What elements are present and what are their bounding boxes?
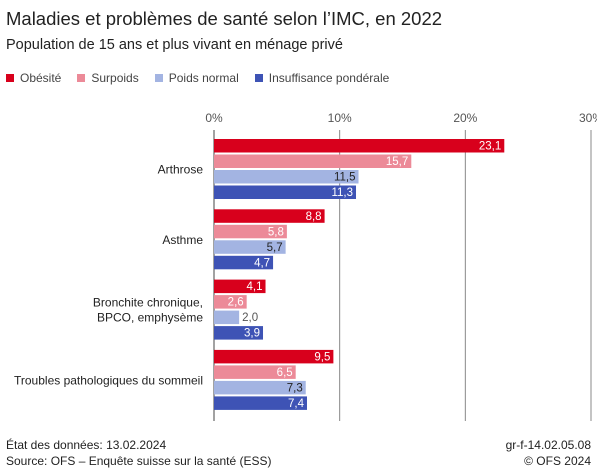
bar [214,139,505,153]
data-label: 23,1 [479,141,501,153]
data-label: 4,7 [254,257,270,269]
legend-label: Poids normal [168,71,239,85]
category-label: Arthrose [158,163,204,177]
data-date: État des données: 13.02.2024 [6,438,167,452]
bar [214,224,287,239]
legend-swatch [77,74,86,82]
data-label: 5,7 [267,242,283,254]
data-label: 7,3 [287,382,303,394]
category-label: Troubles pathologiques du sommeil [14,373,203,387]
category-label: Asthme [162,233,203,247]
legend-swatch [154,74,163,82]
footer-right: gr-f-14.02.05.08 © OFS 2024 [506,437,591,469]
bar [214,209,325,223]
bar [214,185,357,199]
data-label: 3,9 [244,328,260,340]
data-label: 9,5 [314,351,330,363]
chart-title: Maladies et problèmes de santé selon l’I… [6,8,443,29]
data-label: 2,0 [242,312,258,324]
chart-subtitle: Population de 15 ans et plus vivant en m… [6,37,343,53]
legend-swatch [254,74,263,82]
data-label: 8,8 [306,211,322,223]
bar [214,349,334,364]
bar [214,240,286,254]
bar [214,295,247,309]
bar [214,255,274,270]
legend-label: Obésité [20,71,62,85]
data-label: 11,5 [334,172,356,184]
data-source: Source: OFS – Enquête suisse sur la sant… [6,454,272,468]
footer-left: État des données: 13.02.2024 Source: OFS… [6,437,271,469]
bar [214,154,412,168]
data-label: 11,3 [331,187,353,199]
legend-label: Surpoids [91,71,139,85]
legend-item: Insuffisance pondérale [254,71,390,85]
data-label: 15,7 [386,156,408,168]
bar [214,380,306,395]
bar [214,310,240,325]
data-label: 2,6 [228,297,244,309]
bar [214,396,307,410]
copyright: © OFS 2024 [524,454,591,468]
category-label: BPCO, emphysème [97,311,203,325]
chart-code: gr-f-14.02.05.08 [505,438,591,452]
data-label: 5,8 [268,226,284,238]
legend-item: Obésité [6,71,61,85]
bar [214,170,359,184]
bar [214,365,296,379]
data-label: 6,5 [277,367,293,379]
legend: Obésité Surpoids Poids normal Insuffisance … [6,71,389,85]
x-tick-label: 30% [579,111,597,125]
bar [214,279,266,294]
legend-item: Poids normal [154,71,239,85]
x-tick-label: 10% [328,111,352,125]
legend-label: Insuffisance pondérale [268,71,390,85]
category-label: Bronchite chronique, [93,296,203,310]
data-label: 7,4 [288,398,305,410]
bar [214,326,264,340]
data-label: 4,1 [247,281,263,293]
legend-item: Surpoids [77,71,139,85]
legend-swatch [6,74,14,82]
x-tick-label: 20% [453,111,477,125]
x-tick-label: 0% [205,111,223,125]
